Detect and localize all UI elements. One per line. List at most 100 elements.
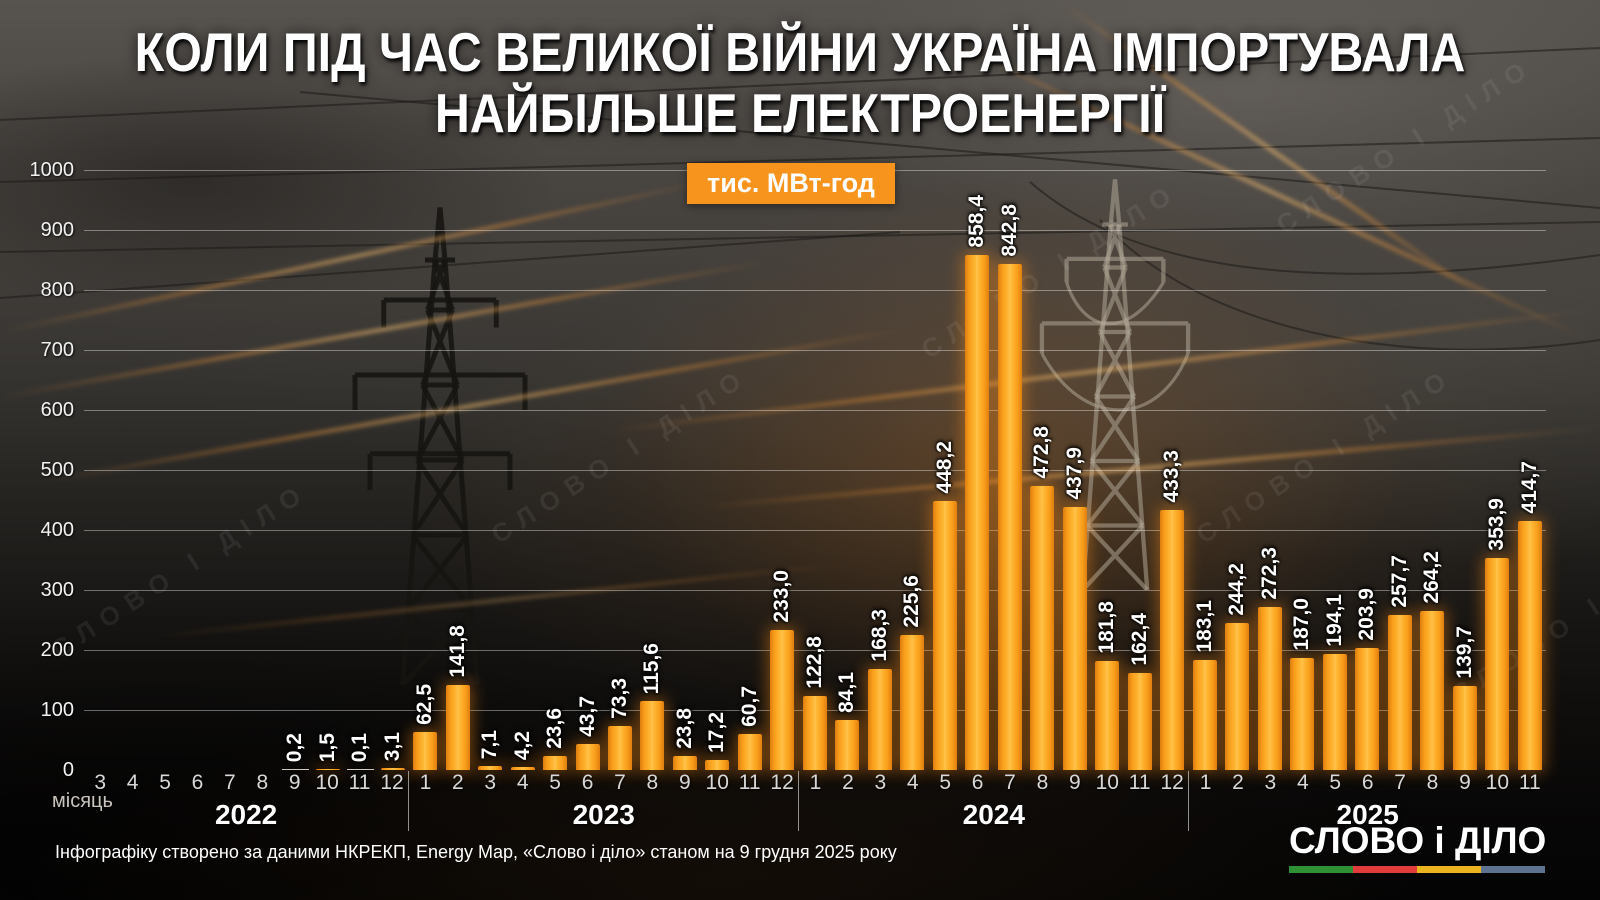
month-tick: 10 xyxy=(1095,771,1119,794)
bar xyxy=(737,734,762,770)
bar-value-label: 84,1 xyxy=(835,672,859,713)
y-tick-label: 300 xyxy=(40,579,74,601)
bar-value-label: 23,8 xyxy=(672,708,696,749)
bar xyxy=(705,760,730,770)
y-tick-label: 600 xyxy=(40,399,74,421)
y-tick-label: 1000 xyxy=(29,159,75,181)
bar-value-label: 23,6 xyxy=(543,708,567,749)
bar-slot: 168,3 xyxy=(864,170,896,770)
bar-value-label: 414,7 xyxy=(1517,461,1541,514)
bar-value-label: 437,9 xyxy=(1062,447,1086,500)
bar xyxy=(543,756,568,770)
bar-slot: 141,8 xyxy=(441,170,473,770)
bar-value-label: 225,6 xyxy=(900,575,924,628)
bar xyxy=(867,669,892,770)
month-tick: 9 xyxy=(678,771,691,794)
bar-slot xyxy=(116,170,148,770)
bar-value-label: 168,3 xyxy=(867,609,891,662)
month-tick: 4 xyxy=(906,771,919,794)
bar-slot: 433,3 xyxy=(1156,170,1188,770)
bar xyxy=(965,255,990,770)
y-tick-label: 400 xyxy=(40,519,74,541)
month-tick: 12 xyxy=(1160,771,1184,794)
bar xyxy=(380,768,405,770)
bar xyxy=(1485,558,1510,770)
bar-slot: 84,1 xyxy=(831,170,863,770)
bar-slot: 203,9 xyxy=(1351,170,1383,770)
bar xyxy=(575,744,600,770)
bar-value-label: 139,7 xyxy=(1452,626,1476,679)
month-tick: 7 xyxy=(1004,771,1016,794)
bar xyxy=(672,756,697,770)
bar-slot: 183,1 xyxy=(1188,170,1220,770)
bars-area: 0,2 1,5 0,1 3,1 62,5 141,8 7,1 4,2 23,6 43,7 73,3 1… xyxy=(84,170,1546,770)
month-tick: 4 xyxy=(1296,771,1309,794)
month-row: 1 2 3 4 5 6 7 8 9 10 11 12 xyxy=(799,771,1188,798)
year-section: 3 4 5 6 7 8 9 10 11 12 2022 xyxy=(84,771,408,831)
logo-underline-segment xyxy=(1353,866,1417,873)
bar-value-label: 1,5 xyxy=(315,732,339,762)
bar xyxy=(413,732,438,770)
bar xyxy=(1095,661,1120,770)
bar-value-label: 194,1 xyxy=(1322,594,1346,647)
bar-slot: 3,1 xyxy=(376,170,408,770)
unit-badge: тис. МВт-год xyxy=(687,163,895,204)
month-tick: 8 xyxy=(1426,771,1439,794)
bar xyxy=(1225,623,1250,770)
bar-slot xyxy=(181,170,213,770)
bar-value-label: 353,9 xyxy=(1485,498,1509,551)
bar xyxy=(640,701,665,770)
bar xyxy=(1355,648,1380,770)
month-tick: 11 xyxy=(1518,771,1541,794)
month-tick: 3 xyxy=(874,771,887,794)
bar-slot: 187,0 xyxy=(1286,170,1318,770)
year-label: 2023 xyxy=(572,799,635,830)
month-tick: 6 xyxy=(1361,771,1374,794)
bar xyxy=(1192,660,1217,770)
bar-value-label: 17,2 xyxy=(705,712,729,753)
month-tick: 9 xyxy=(288,771,301,794)
y-tick-label: 900 xyxy=(40,219,74,241)
bar-value-label: 203,9 xyxy=(1355,588,1379,641)
bar xyxy=(1160,510,1185,770)
bar xyxy=(315,769,340,770)
bar-slot xyxy=(84,170,116,770)
logo-underline-segment xyxy=(1481,866,1545,873)
page-title: КОЛИ ПІД ЧАС ВЕЛИКОЇ ВІЙНИ УКРАЇНА ІМПОР… xyxy=(0,22,1600,143)
bar xyxy=(1452,686,1477,770)
bar-slot: 233,0 xyxy=(766,170,798,770)
bar-slot: 264,2 xyxy=(1416,170,1448,770)
bar-value-label: 62,5 xyxy=(413,684,437,725)
bar-slot: 472,8 xyxy=(1026,170,1058,770)
bar xyxy=(1257,607,1282,770)
bar-slot: 23,6 xyxy=(539,170,571,770)
logo-underline-segment xyxy=(1289,866,1353,873)
bar-slot: 60,7 xyxy=(734,170,766,770)
bar-slot: 7,1 xyxy=(474,170,506,770)
month-tick: 12 xyxy=(770,771,794,794)
bar-value-label: 433,3 xyxy=(1160,450,1184,503)
bar xyxy=(510,767,535,770)
bar-value-label: 842,8 xyxy=(997,204,1021,257)
month-tick: 5 xyxy=(549,771,561,794)
month-tick: 6 xyxy=(581,771,594,794)
month-tick: 12 xyxy=(380,771,404,794)
title-line-2: НАЙБІЛЬШЕ ЕЛЕКТРОЕНЕРГІЇ xyxy=(434,81,1166,144)
month-tick: 4 xyxy=(126,771,139,794)
year-section: 1 2 3 4 5 6 7 8 9 10 11 12 2023 xyxy=(408,771,798,831)
bar xyxy=(1387,615,1412,770)
month-tick: 3 xyxy=(484,771,497,794)
bar-value-label: 181,8 xyxy=(1095,601,1119,654)
month-tick: 6 xyxy=(971,771,984,794)
bar-slot: 0,1 xyxy=(344,170,376,770)
bar xyxy=(445,685,470,770)
month-tick: 9 xyxy=(1069,771,1081,794)
bar xyxy=(1127,673,1152,770)
bar-slot: 181,8 xyxy=(1091,170,1123,770)
bar-value-label: 0,2 xyxy=(283,732,307,762)
bar-value-label: 115,6 xyxy=(640,642,664,694)
month-tick: 5 xyxy=(1329,771,1342,794)
y-tick-label: 200 xyxy=(40,639,74,661)
bar-value-label: 257,7 xyxy=(1387,555,1411,608)
bar-slot: 194,1 xyxy=(1318,170,1350,770)
